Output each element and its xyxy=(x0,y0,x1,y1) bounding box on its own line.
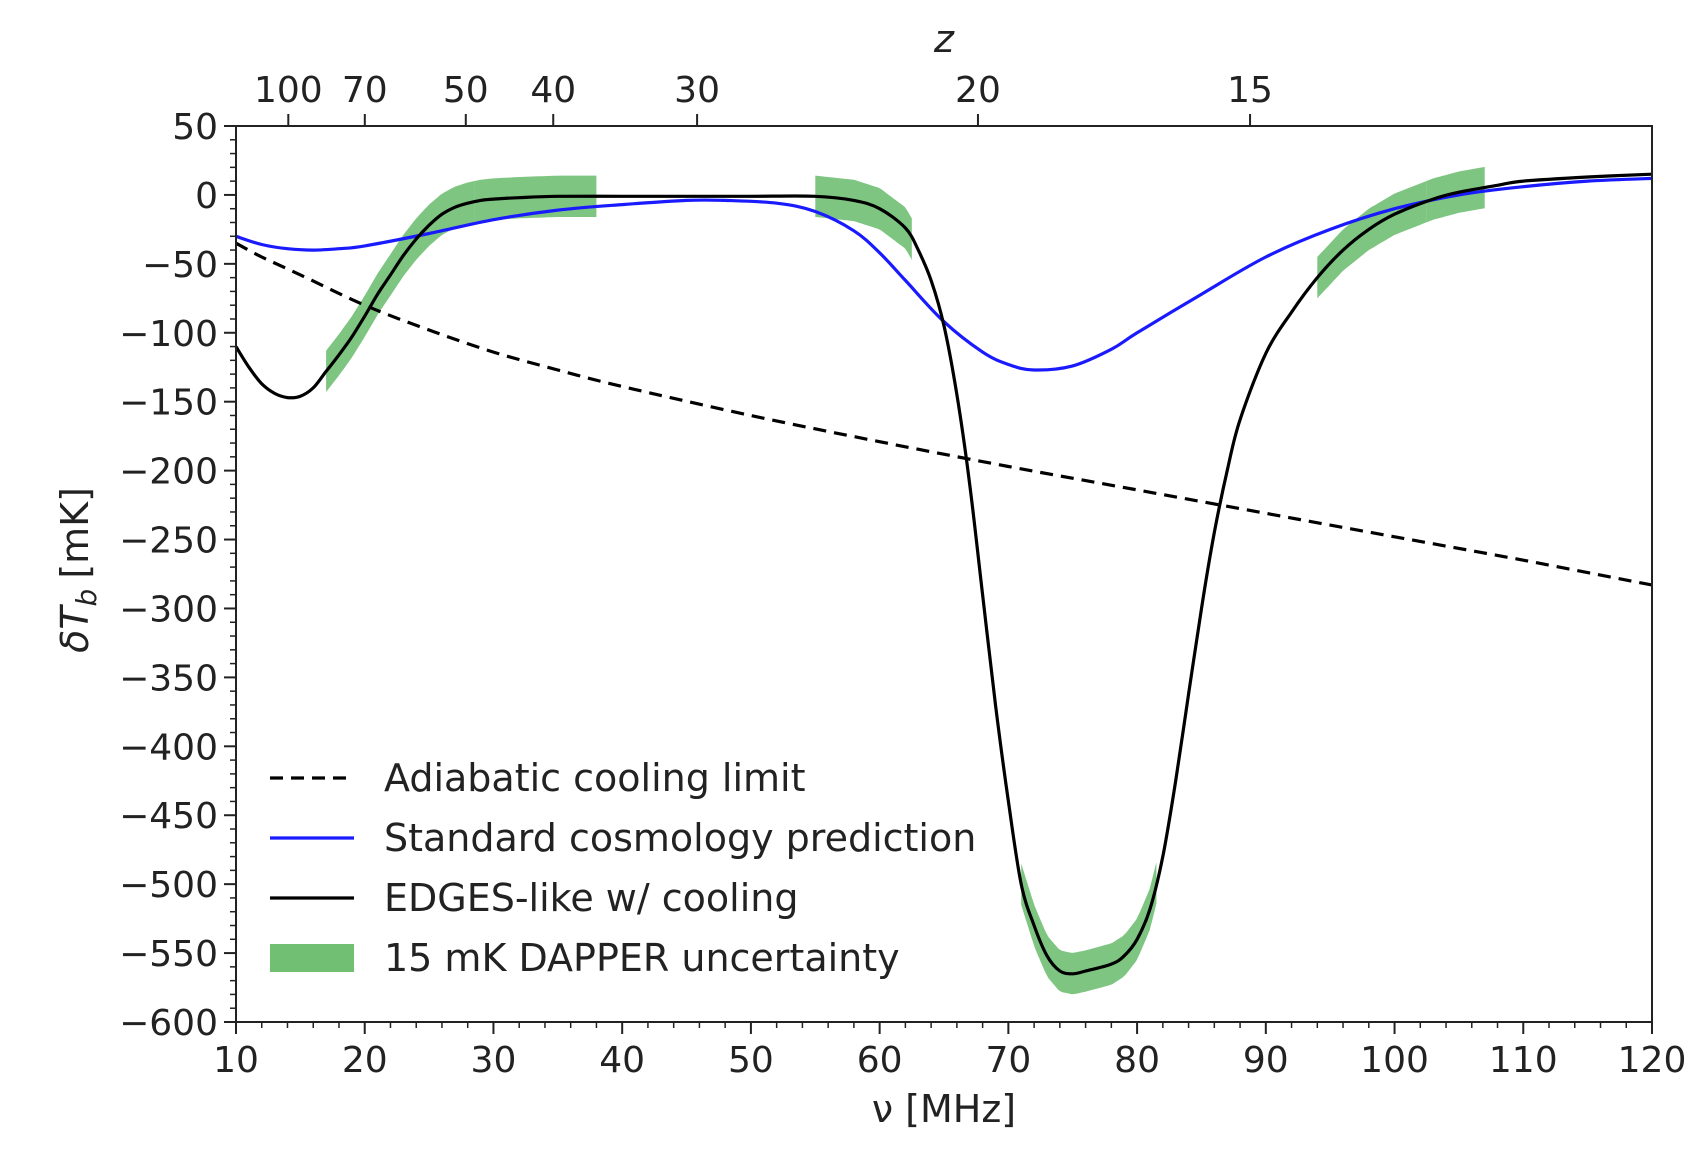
y-tick-label: −400 xyxy=(119,727,218,768)
x-axis-title: ν [MHz] xyxy=(872,1087,1016,1131)
x-tick-label: 80 xyxy=(1114,1040,1160,1081)
x-tick-label: 10 xyxy=(213,1040,259,1081)
y-tick-label: −50 xyxy=(142,245,218,286)
y-axis-title-sub: b xyxy=(70,589,103,607)
legend: Adiabatic cooling limit Standard cosmolog… xyxy=(270,756,976,980)
legend-label-2: Standard cosmology prediction xyxy=(384,816,976,860)
top-tick-label: 30 xyxy=(674,70,720,111)
x-tick-label: 120 xyxy=(1618,1040,1687,1081)
top-tick-label: 15 xyxy=(1227,70,1273,111)
y-axis-title-unit: [mK] xyxy=(53,487,97,579)
y-tick-label: −150 xyxy=(119,383,218,424)
y-tick-label: −300 xyxy=(119,589,218,630)
top-tick-label: 20 xyxy=(955,70,1001,111)
y-tick-label: −250 xyxy=(119,521,218,562)
top-tick-label: 70 xyxy=(342,70,388,111)
series-line-3 xyxy=(234,172,1653,976)
top-axis-title: z xyxy=(933,17,955,61)
x-tick-label: 50 xyxy=(728,1040,774,1081)
uncertainty-band-5 xyxy=(1317,180,1427,299)
y-tick-label: −550 xyxy=(119,934,218,975)
uncertainty-bands xyxy=(326,166,1485,995)
y-tick-label: −500 xyxy=(119,865,218,906)
y-tick-label: −200 xyxy=(119,452,218,493)
x-tick-label: 30 xyxy=(471,1040,517,1081)
legend-swatch-4 xyxy=(270,944,354,972)
y-tick-label: −350 xyxy=(119,658,218,699)
x-tick-label: 90 xyxy=(1243,1040,1289,1081)
top-tick-label: 40 xyxy=(530,70,576,111)
legend-label-1: Adiabatic cooling limit xyxy=(384,756,806,800)
legend-label-3: EDGES-like w/ cooling xyxy=(384,876,798,920)
legend-label-4: 15 mK DAPPER uncertainty xyxy=(384,936,900,980)
y-tick-label: −100 xyxy=(119,314,218,355)
x-tick-label: 60 xyxy=(857,1040,903,1081)
y-tick-label: 50 xyxy=(172,107,218,148)
x-tick-label: 20 xyxy=(342,1040,388,1081)
uncertainty-band-1 xyxy=(326,181,475,392)
y-axis-title: δTb [mK] xyxy=(53,487,103,653)
y-axis-title-base: δT xyxy=(53,604,97,653)
series-line-1 xyxy=(235,241,1653,587)
y-tick-label: 0 xyxy=(195,176,218,217)
x-tick-label: 110 xyxy=(1489,1040,1558,1081)
x-tick-label: 70 xyxy=(985,1040,1031,1081)
plot-frame xyxy=(235,125,1653,1023)
axes: 10 20 30 40 50 60 70 80 90 100 110 120 50 0 −50 −100 −15… xyxy=(119,70,1686,1081)
x-tick-label: 40 xyxy=(599,1040,645,1081)
y-tick-label: −600 xyxy=(119,1003,218,1044)
x-tick-label: 100 xyxy=(1360,1040,1429,1081)
top-tick-label: 50 xyxy=(443,70,489,111)
uncertainty-band-4 xyxy=(1021,862,1157,995)
series-line-2 xyxy=(235,176,1653,372)
y-tick-label: −450 xyxy=(119,796,218,837)
series-lines xyxy=(234,172,1653,976)
top-tick-label: 100 xyxy=(254,70,323,111)
